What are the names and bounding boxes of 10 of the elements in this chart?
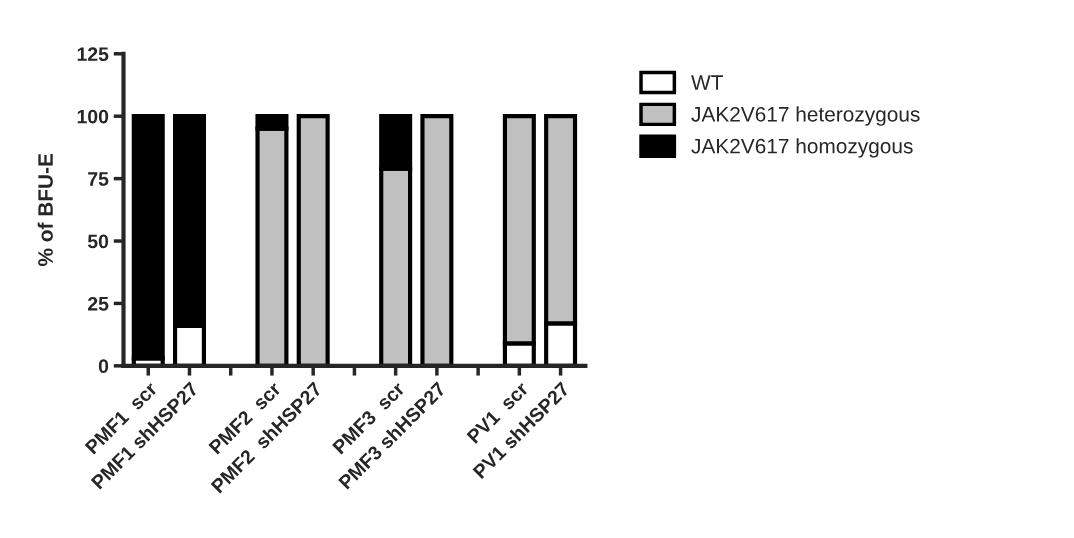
y-tick-label: 100 — [77, 109, 109, 124]
legend-label: WT — [691, 75, 723, 90]
y-tick-label: 125 — [77, 47, 109, 62]
y-axis-title: % of BFU-E — [37, 153, 53, 267]
y-tick-label: 50 — [87, 234, 109, 249]
legend-label: JAK2V617 heterozygous — [691, 106, 920, 126]
y-tick-label: 75 — [88, 172, 109, 186]
y-tick-label: 0 — [98, 359, 109, 374]
y-tick-label: 25 — [87, 296, 109, 311]
legend-label: JAK2V617 homozygous — [691, 138, 913, 158]
